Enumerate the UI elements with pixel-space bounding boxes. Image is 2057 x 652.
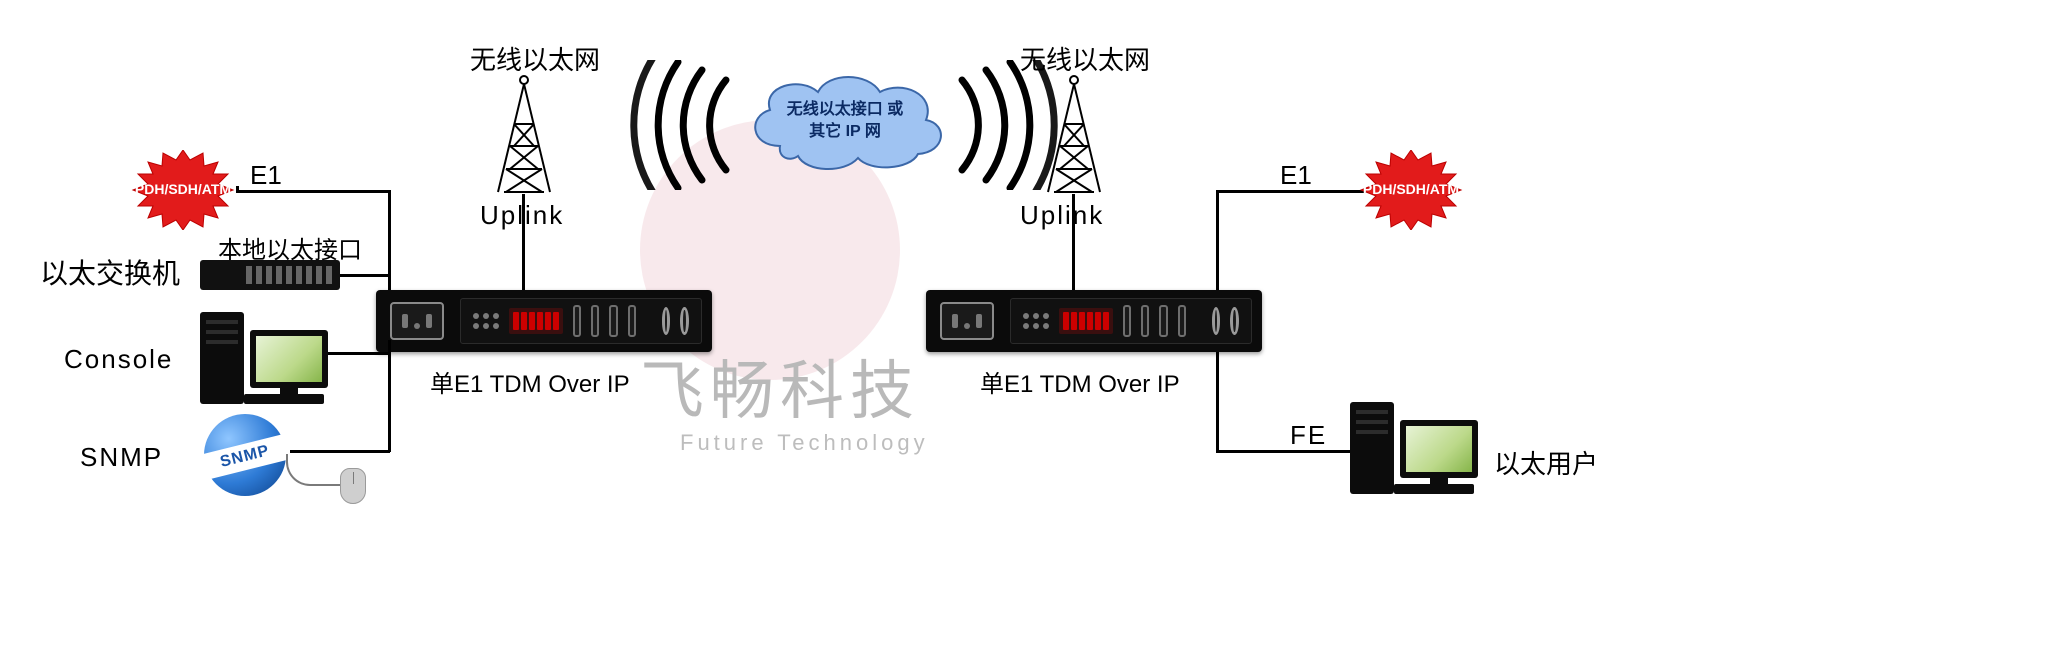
cloud-line1: 无线以太接口 或: [787, 99, 903, 121]
line: [1216, 352, 1219, 452]
label-right-fe: FE: [1290, 420, 1327, 451]
diagram-stage: 飞畅科技 Future Technology 以太交换机 Console SNM…: [0, 0, 2057, 652]
line: [1216, 190, 1366, 193]
watermark-subtitle: Future Technology: [680, 430, 929, 456]
label-right-device: 单E1 TDM Over IP: [980, 364, 1180, 399]
burst-right-line2: /ATM: [1426, 182, 1459, 197]
line: [340, 274, 390, 277]
line: [328, 352, 388, 355]
burst-left: PDH/SDH/ATM: [128, 150, 238, 230]
label-left-wifi: 无线以太网: [470, 40, 600, 77]
line: [388, 352, 391, 452]
burst-left-line1: PDH/SDH: [135, 182, 198, 197]
icon-mouse-cord: [286, 454, 348, 486]
burst-right: PDH/SDH/ATM: [1356, 150, 1466, 230]
line: [1216, 450, 1350, 453]
tower-left: [494, 74, 554, 194]
label-left-ether-switch: 以太交换机: [40, 252, 180, 292]
icon-eth-user-pc: [1350, 394, 1480, 494]
line: [1072, 194, 1075, 290]
line: [290, 450, 390, 453]
watermark-company: 飞畅科技: [640, 340, 920, 432]
label-left-device: 单E1 TDM Over IP: [430, 364, 630, 399]
label-left-snmp: SNMP: [80, 442, 163, 473]
cloud-line2: 其它 IP 网: [809, 121, 881, 143]
label-right-uplink: Uplink: [1020, 200, 1104, 231]
burst-right-line1: PDH/SDH: [1363, 182, 1426, 197]
label-right-wifi: 无线以太网: [1020, 40, 1150, 77]
label-left-console: Console: [64, 344, 173, 375]
line: [522, 194, 525, 290]
cloud-center: 无线以太接口 或 其它 IP 网: [740, 66, 950, 176]
line: [236, 190, 390, 193]
wifi-left-arcs: [618, 60, 738, 190]
burst-left-line2: /ATM: [198, 182, 231, 197]
line: [388, 274, 391, 290]
icon-console-pc: [200, 304, 330, 404]
device-right: [926, 290, 1262, 352]
device-left: [376, 290, 712, 352]
label-left-e1: E1: [250, 160, 282, 191]
label-right-eth-user: 以太用户: [1494, 444, 1598, 481]
icon-mouse: [340, 468, 366, 504]
icon-eth-switch-left: [200, 260, 340, 290]
label-right-e1: E1: [1280, 160, 1312, 191]
line: [1216, 190, 1219, 290]
icon-snmp-globe: SNMP: [200, 410, 290, 500]
tower-right: [1044, 74, 1104, 194]
